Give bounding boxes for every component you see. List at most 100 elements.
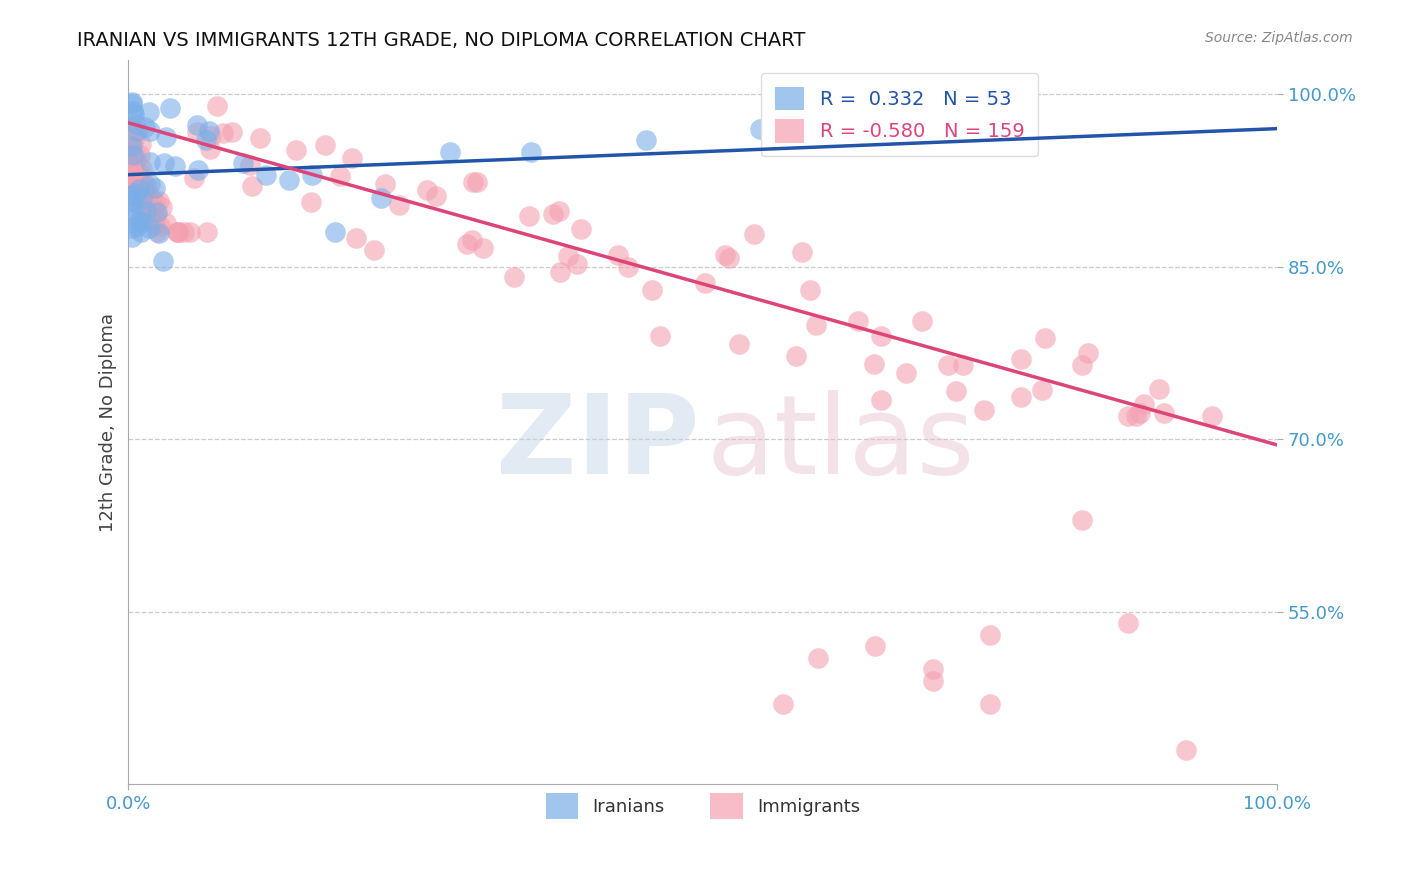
Point: [301, 168, 323, 182]
Point: [146, 225, 169, 239]
Point: [143, 217, 166, 231]
Point: [979, 628, 1001, 642]
Point: [650, 329, 672, 343]
Point: [285, 143, 308, 157]
Point: [179, 225, 201, 239]
Point: [571, 222, 593, 236]
Point: [122, 149, 145, 163]
Point: [167, 225, 190, 239]
Point: [139, 211, 162, 226]
Point: [120, 155, 142, 169]
Point: [125, 153, 148, 167]
Point: [461, 175, 484, 189]
Point: [945, 384, 967, 398]
Point: [135, 203, 157, 218]
Point: [121, 187, 143, 202]
Point: [121, 220, 143, 235]
Point: [363, 243, 385, 257]
Point: [122, 211, 145, 226]
Point: [166, 225, 188, 239]
Text: atlas: atlas: [706, 391, 974, 497]
Point: [772, 697, 794, 711]
Point: [207, 98, 229, 112]
Point: [129, 176, 152, 190]
Point: [936, 358, 959, 372]
Point: [120, 147, 142, 161]
Point: [1116, 409, 1139, 424]
Point: [616, 260, 638, 275]
Point: [187, 162, 209, 177]
Point: [1147, 382, 1170, 396]
Point: [846, 314, 869, 328]
Point: [143, 195, 166, 210]
Point: [127, 169, 149, 183]
Point: [807, 651, 830, 665]
Point: [139, 178, 162, 192]
Point: [921, 673, 943, 688]
Point: [138, 220, 160, 235]
Point: [541, 207, 564, 221]
Point: [120, 166, 142, 180]
Point: [134, 176, 156, 190]
Point: [370, 191, 392, 205]
Point: [131, 215, 153, 229]
Point: [1129, 406, 1152, 420]
Point: [329, 169, 352, 183]
Point: [973, 403, 995, 417]
Point: [153, 156, 176, 170]
Point: [125, 116, 148, 130]
Point: [131, 161, 153, 176]
Point: [865, 640, 887, 654]
Point: [1033, 331, 1056, 345]
Point: [1071, 513, 1094, 527]
Point: [129, 196, 152, 211]
Point: [221, 125, 243, 139]
Point: [135, 179, 157, 194]
Point: [127, 172, 149, 186]
Point: [122, 162, 145, 177]
Point: [693, 276, 716, 290]
Legend: Iranians, Immigrants: Iranians, Immigrants: [538, 786, 868, 826]
Point: [120, 148, 142, 162]
Point: [1077, 345, 1099, 359]
Point: [120, 120, 142, 135]
Point: [183, 171, 205, 186]
Point: [134, 189, 156, 203]
Point: [129, 177, 152, 191]
Point: [148, 194, 170, 208]
Point: [121, 169, 143, 184]
Point: [713, 248, 735, 262]
Point: [1116, 616, 1139, 631]
Point: [138, 155, 160, 169]
Point: [138, 105, 160, 120]
Point: [143, 181, 166, 195]
Point: [120, 139, 142, 153]
Point: [567, 257, 589, 271]
Point: [149, 219, 172, 233]
Point: [425, 188, 447, 202]
Point: [127, 176, 149, 190]
Text: ZIP: ZIP: [496, 391, 700, 497]
Point: [142, 201, 165, 215]
Point: [186, 125, 208, 139]
Point: [634, 133, 657, 147]
Point: [1153, 406, 1175, 420]
Point: [921, 662, 943, 676]
Point: [124, 167, 146, 181]
Point: [728, 336, 751, 351]
Point: [314, 137, 336, 152]
Point: [1010, 351, 1032, 366]
Point: [557, 250, 579, 264]
Text: Source: ZipAtlas.com: Source: ZipAtlas.com: [1205, 31, 1353, 45]
Point: [145, 208, 167, 222]
Point: [173, 225, 195, 239]
Point: [186, 119, 208, 133]
Point: [197, 225, 219, 239]
Point: [388, 198, 411, 212]
Point: [194, 133, 217, 147]
Point: [141, 205, 163, 219]
Point: [132, 186, 155, 201]
Point: [131, 195, 153, 210]
Point: [127, 169, 149, 184]
Point: [865, 133, 887, 147]
